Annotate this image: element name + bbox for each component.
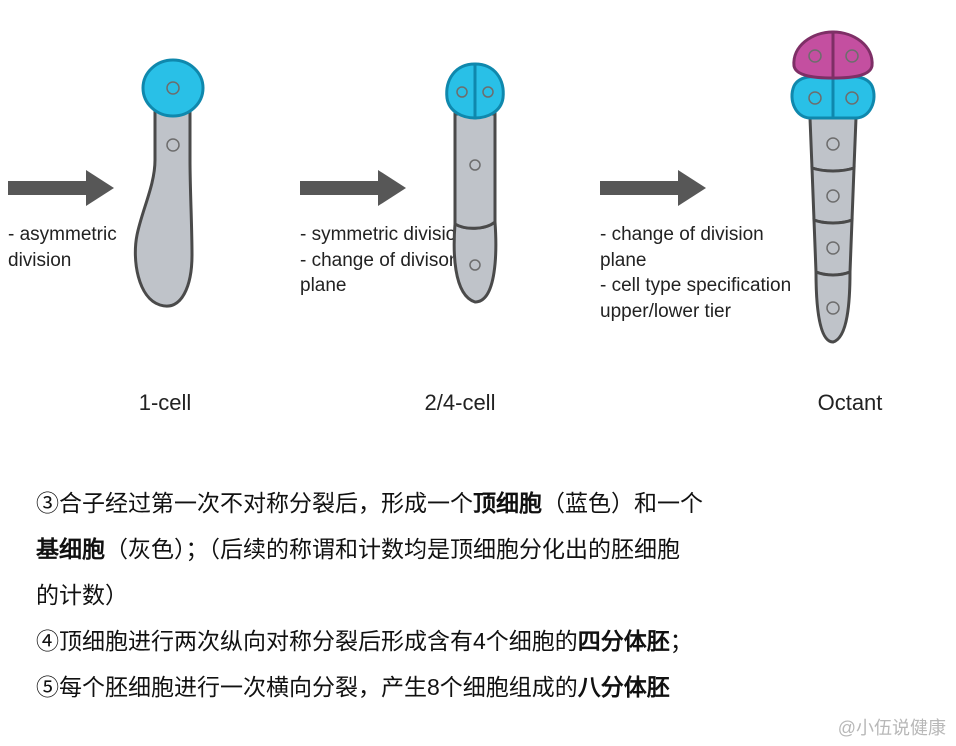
chinese-caption: ③合子经过第一次不对称分裂后，形成一个顶细胞（蓝色）和一个基细胞（灰色）；（后续… [36, 480, 920, 710]
arrow-shaft [300, 181, 378, 195]
watermark: @小伍说健康 [838, 714, 946, 740]
upper-tier-left [794, 32, 833, 78]
stage-24cell: 2/4-cell [390, 390, 530, 416]
embryo-24cell [425, 50, 535, 340]
stage-1cell: 1-cell [110, 390, 220, 416]
basal-cell-lower [454, 222, 496, 302]
embryo-1cell [120, 50, 240, 330]
arrow-shaft [600, 181, 678, 195]
upper-tier-right [833, 32, 872, 78]
suspensor-cell-3 [814, 220, 852, 275]
apical-cell-right [475, 64, 503, 118]
arrow-head [86, 170, 114, 206]
apical-cell-left [447, 64, 475, 118]
lower-tier-left [792, 76, 833, 118]
arrow-head [678, 170, 706, 206]
suspensor-cell-4 [816, 272, 850, 342]
arrow-shaft [8, 181, 86, 195]
embryo-octant [770, 20, 910, 360]
arrow-3 [600, 170, 706, 206]
basal-cell-upper [455, 114, 495, 228]
apical-cell [143, 60, 203, 116]
embryo-diagram: - asymmetricdivision - symmetric divisio… [0, 0, 956, 420]
arrow-1 [8, 170, 114, 206]
suspensor-cell-2 [812, 168, 854, 223]
stage-octant: Octant [795, 390, 905, 416]
arrow-2 [300, 170, 406, 206]
basal-cell [135, 100, 192, 306]
lower-tier-right [833, 76, 874, 118]
suspensor-cell-1 [810, 118, 856, 171]
arrow-head [378, 170, 406, 206]
